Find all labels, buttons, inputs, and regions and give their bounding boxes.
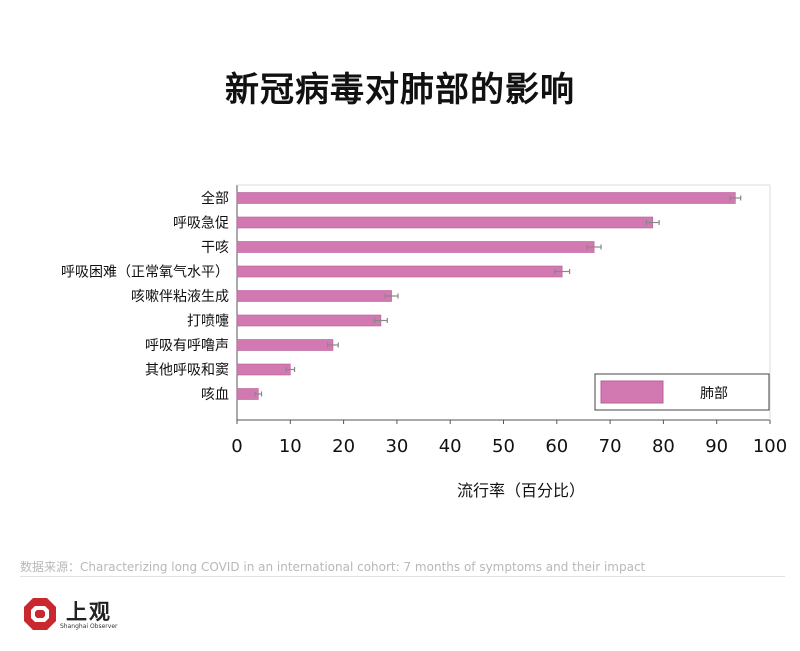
bar [236,241,595,253]
x-tick-label: 0 [231,436,242,457]
y-tick-label: 干咳 [201,240,229,256]
y-tick-label: 呼吸有呼噜声 [145,338,229,354]
bar [236,290,392,302]
x-tick-label: 40 [439,436,462,457]
bar [236,192,736,204]
bar [236,265,563,278]
x-tick-label: 90 [705,436,728,457]
bar [236,216,654,229]
x-tick-label: 70 [599,436,622,457]
x-tick-label: 10 [279,436,302,457]
y-tick-label: 全部 [201,190,229,207]
x-tick-label: 20 [332,436,355,457]
y-tick-label: 咳嗽伴粘液生成 [131,289,229,305]
x-tick-label: 30 [385,436,408,457]
legend-swatch [600,380,664,404]
y-tick-label: 呼吸困难（正常氧气水平） [61,265,229,281]
y-tick-label: 咳血 [201,387,229,403]
bar [236,314,382,327]
logo: 上观 Shanghai Observer [22,596,132,636]
logo-icon [24,598,56,630]
logo-name: 上观 [66,600,112,624]
x-tick-label: 80 [652,436,675,457]
logo-subtitle: Shanghai Observer [60,623,118,630]
x-axis-label: 流行率（百分比） [457,481,585,500]
legend: 肺部 [594,373,770,411]
y-tick-label: 其他呼吸和窦 [145,363,229,379]
x-tick-label: 100 [753,436,787,457]
x-tick-label: 50 [492,436,515,457]
divider [20,576,785,577]
bar [236,339,334,351]
chart-title: 新冠病毒对肺部的影响 [225,70,575,110]
x-tick-label: 60 [545,436,568,457]
y-tick-label: 打喷嚏 [187,313,229,330]
bar [236,363,291,376]
legend-label: 肺部 [700,386,728,402]
y-tick-label: 呼吸急促 [173,216,229,232]
source-note: 数据来源：Characterizing long COVID in an int… [20,560,646,574]
